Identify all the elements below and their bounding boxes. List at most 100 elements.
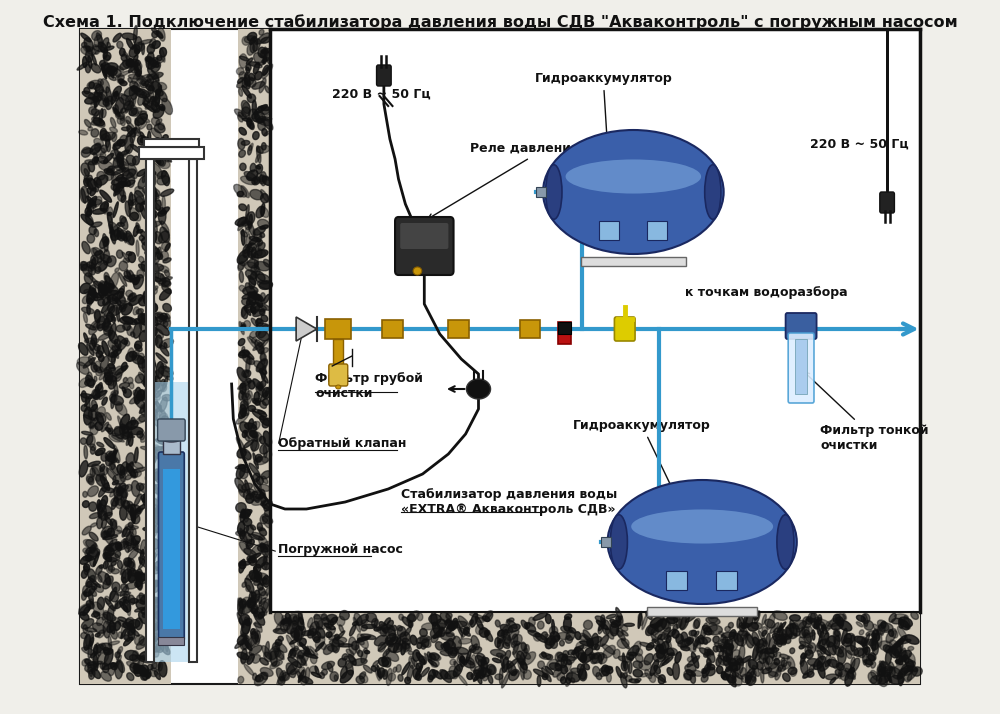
- Ellipse shape: [123, 233, 127, 243]
- Ellipse shape: [102, 519, 107, 528]
- Ellipse shape: [792, 620, 806, 629]
- Ellipse shape: [850, 635, 855, 651]
- Ellipse shape: [805, 650, 813, 658]
- Ellipse shape: [899, 648, 906, 664]
- Ellipse shape: [255, 274, 270, 284]
- Ellipse shape: [497, 640, 504, 649]
- Ellipse shape: [88, 127, 92, 131]
- Ellipse shape: [108, 368, 115, 371]
- Ellipse shape: [247, 300, 255, 312]
- Ellipse shape: [151, 61, 160, 72]
- Ellipse shape: [254, 673, 268, 685]
- Ellipse shape: [260, 310, 265, 315]
- Ellipse shape: [255, 154, 260, 163]
- Ellipse shape: [253, 131, 259, 139]
- Ellipse shape: [111, 91, 118, 104]
- Ellipse shape: [622, 673, 627, 678]
- Ellipse shape: [147, 188, 159, 199]
- Ellipse shape: [353, 622, 358, 625]
- Ellipse shape: [102, 663, 109, 673]
- Ellipse shape: [135, 89, 149, 98]
- Ellipse shape: [129, 208, 141, 221]
- Ellipse shape: [469, 645, 476, 653]
- Ellipse shape: [606, 673, 611, 682]
- Ellipse shape: [142, 188, 153, 196]
- Ellipse shape: [562, 656, 576, 660]
- Ellipse shape: [155, 89, 163, 96]
- Ellipse shape: [248, 251, 253, 258]
- Ellipse shape: [89, 669, 95, 679]
- Ellipse shape: [96, 643, 101, 656]
- Ellipse shape: [251, 266, 260, 276]
- Ellipse shape: [250, 189, 263, 200]
- Ellipse shape: [121, 629, 127, 638]
- Ellipse shape: [99, 391, 106, 399]
- Ellipse shape: [904, 615, 910, 629]
- Ellipse shape: [758, 630, 767, 644]
- Ellipse shape: [878, 625, 885, 634]
- Ellipse shape: [159, 523, 167, 534]
- Ellipse shape: [316, 618, 330, 630]
- Ellipse shape: [90, 340, 95, 351]
- Ellipse shape: [138, 74, 150, 80]
- Ellipse shape: [254, 611, 265, 625]
- Ellipse shape: [106, 316, 112, 323]
- FancyBboxPatch shape: [270, 612, 920, 684]
- Ellipse shape: [101, 64, 107, 79]
- Ellipse shape: [751, 623, 762, 629]
- Ellipse shape: [246, 635, 258, 648]
- Ellipse shape: [91, 64, 101, 73]
- Ellipse shape: [159, 231, 169, 243]
- Ellipse shape: [702, 668, 709, 673]
- Ellipse shape: [151, 447, 163, 451]
- Ellipse shape: [667, 648, 677, 655]
- Ellipse shape: [100, 129, 107, 140]
- Ellipse shape: [545, 666, 553, 675]
- Ellipse shape: [864, 660, 873, 665]
- Ellipse shape: [517, 651, 525, 665]
- Ellipse shape: [81, 570, 88, 578]
- Ellipse shape: [322, 661, 334, 670]
- Ellipse shape: [105, 98, 109, 101]
- Ellipse shape: [263, 67, 269, 75]
- Ellipse shape: [162, 99, 172, 114]
- Ellipse shape: [244, 371, 251, 378]
- Ellipse shape: [99, 511, 107, 519]
- Ellipse shape: [115, 98, 124, 114]
- Ellipse shape: [158, 159, 170, 169]
- Ellipse shape: [810, 613, 819, 629]
- Ellipse shape: [399, 640, 411, 651]
- Ellipse shape: [154, 599, 160, 608]
- Ellipse shape: [125, 99, 134, 113]
- Ellipse shape: [239, 542, 251, 555]
- FancyBboxPatch shape: [144, 139, 199, 147]
- Ellipse shape: [126, 59, 133, 66]
- Ellipse shape: [879, 661, 884, 668]
- Ellipse shape: [279, 670, 286, 681]
- Ellipse shape: [101, 145, 107, 153]
- Ellipse shape: [160, 384, 167, 392]
- Ellipse shape: [140, 593, 152, 604]
- Ellipse shape: [257, 146, 270, 154]
- Ellipse shape: [358, 650, 363, 657]
- Ellipse shape: [679, 613, 686, 629]
- Ellipse shape: [262, 562, 270, 570]
- FancyBboxPatch shape: [599, 221, 619, 241]
- Ellipse shape: [470, 613, 483, 618]
- Ellipse shape: [730, 663, 738, 670]
- Ellipse shape: [287, 621, 298, 634]
- Ellipse shape: [91, 129, 99, 137]
- Ellipse shape: [350, 625, 356, 636]
- Ellipse shape: [122, 252, 129, 262]
- Ellipse shape: [242, 382, 249, 398]
- Ellipse shape: [91, 96, 99, 105]
- Ellipse shape: [100, 201, 108, 211]
- Ellipse shape: [108, 304, 115, 313]
- Ellipse shape: [460, 656, 465, 667]
- Ellipse shape: [808, 643, 816, 653]
- Ellipse shape: [99, 565, 104, 568]
- Ellipse shape: [162, 153, 172, 162]
- Ellipse shape: [110, 591, 119, 602]
- Ellipse shape: [104, 201, 108, 214]
- Ellipse shape: [799, 645, 804, 649]
